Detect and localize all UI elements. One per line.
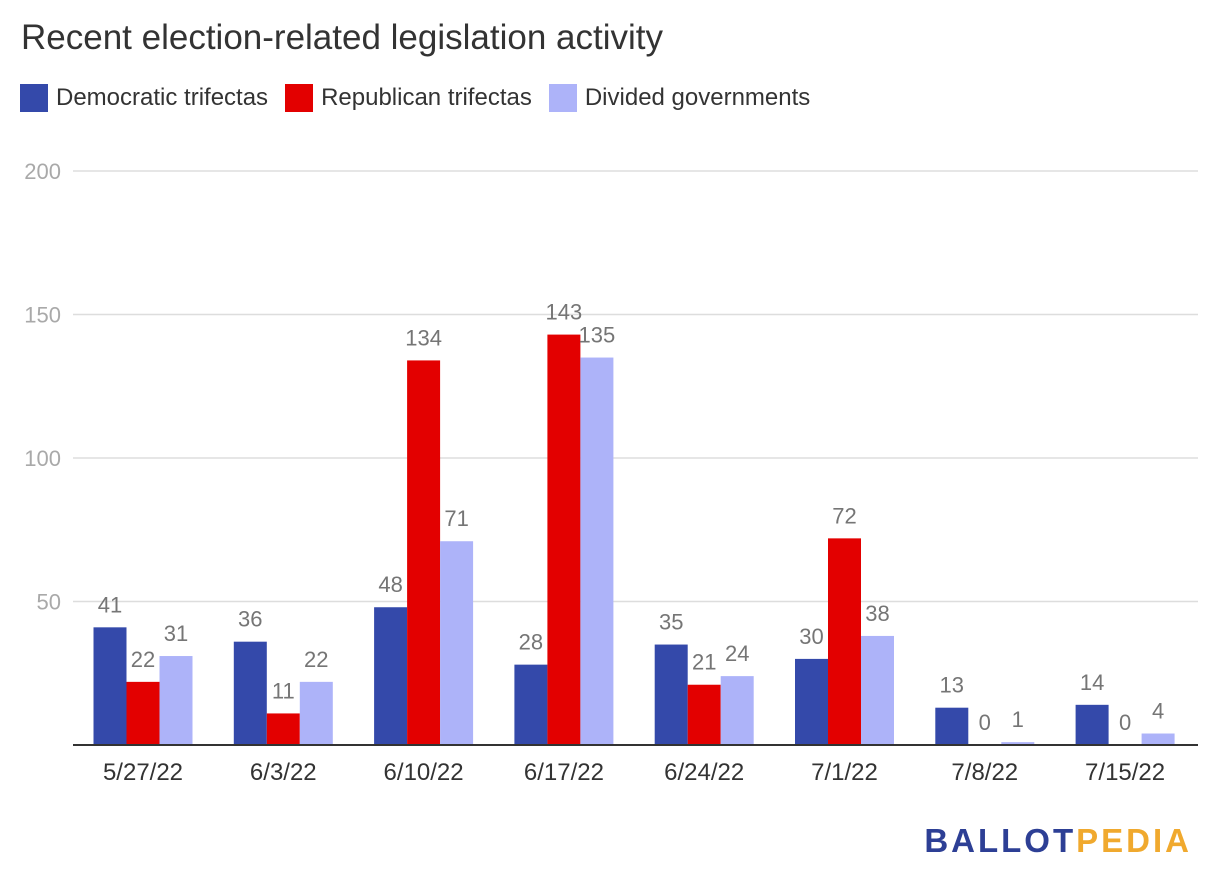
bar-0-0: [93, 627, 127, 745]
bar-0-6: [935, 707, 969, 745]
ballotpedia-logo: BALLOTPEDIA: [924, 822, 1192, 860]
data-label-2-5: 38: [865, 601, 889, 626]
data-label-0-7: 14: [1080, 670, 1104, 695]
logo-text-pedia: PEDIA: [1076, 822, 1192, 859]
data-label-2-7: 4: [1152, 699, 1164, 724]
chart-legend: Democratic trifectas Republican trifecta…: [20, 84, 827, 112]
legend-item-divided[interactable]: Divided governments: [548, 84, 811, 112]
data-label-1-1: 11: [272, 678, 295, 703]
bar-2-3: [580, 357, 614, 745]
data-label-1-7: 0: [1119, 710, 1131, 735]
bar-2-0: [159, 656, 193, 745]
bar-1-5: [828, 538, 861, 745]
data-label-1-4: 21: [692, 650, 716, 675]
bar-0-2: [374, 607, 408, 745]
bar-1-1: [266, 713, 300, 745]
bar-2-1: [299, 681, 333, 745]
x-tick-label-3: 6/17/22: [524, 759, 604, 786]
data-label-1-3: 143: [546, 300, 583, 325]
x-tick-label-7: 7/15/22: [1085, 759, 1165, 786]
legend-swatch-democratic: [20, 84, 48, 112]
bar-0-7: [1075, 704, 1109, 745]
data-label-2-2: 71: [444, 506, 468, 531]
data-label-0-6: 13: [940, 673, 964, 698]
bar-2-2: [440, 541, 474, 745]
bar-2-5: [861, 635, 894, 745]
data-label-1-5: 72: [832, 503, 856, 528]
bar-0-5: [795, 658, 828, 745]
data-label-2-1: 22: [304, 647, 328, 672]
x-tick-label-1: 6/3/22: [250, 759, 317, 786]
chart-title: Recent election-related legislation acti…: [21, 18, 663, 57]
bar-1-0: [126, 681, 160, 745]
data-label-0-4: 35: [659, 610, 683, 635]
bar-2-4: [720, 676, 754, 745]
data-label-0-3: 28: [519, 630, 543, 655]
legend-label-divided: Divided governments: [584, 84, 811, 111]
y-tick-label-100: 100: [24, 446, 61, 471]
legend-item-republican[interactable]: Republican trifectas: [285, 84, 532, 112]
data-label-2-6: 1: [1012, 707, 1024, 732]
bar-1-2: [407, 360, 441, 745]
bar-2-7: [1141, 733, 1175, 745]
data-label-1-2: 134: [405, 325, 442, 350]
legend-label-democratic: Democratic trifectas: [56, 84, 269, 111]
legend-swatch-divided: [548, 84, 577, 112]
data-label-0-2: 48: [378, 572, 402, 597]
data-label-0-5: 30: [799, 624, 823, 649]
bar-2-6: [1001, 742, 1035, 745]
data-label-0-1: 36: [238, 607, 262, 632]
data-label-1-0: 22: [131, 647, 155, 672]
data-label-1-6: 0: [979, 710, 991, 735]
logo-text-ballot: BALLOT: [924, 822, 1077, 859]
bar-0-1: [233, 641, 267, 745]
x-tick-label-4: 6/24/22: [664, 759, 744, 786]
legend-label-republican: Republican trifectas: [321, 84, 532, 111]
x-tick-label-2: 6/10/22: [384, 759, 464, 786]
data-label-2-4: 24: [725, 641, 749, 666]
data-label-2-3: 135: [579, 323, 616, 348]
bar-0-3: [514, 664, 548, 745]
y-tick-label-200: 200: [24, 159, 61, 184]
bar-1-3: [547, 334, 581, 745]
data-label-2-0: 31: [164, 621, 188, 646]
x-tick-label-0: 5/27/22: [103, 759, 183, 786]
y-tick-label-50: 50: [37, 590, 61, 615]
bar-0-4: [654, 644, 688, 745]
bar-1-4: [687, 684, 721, 745]
y-tick-label-150: 150: [24, 303, 61, 328]
data-label-0-0: 41: [98, 592, 122, 617]
x-tick-label-6: 7/8/22: [951, 759, 1018, 786]
x-tick-label-5: 7/1/22: [811, 759, 878, 786]
legend-swatch-republican: [285, 84, 314, 112]
legend-item-democratic[interactable]: Democratic trifectas: [20, 84, 268, 112]
